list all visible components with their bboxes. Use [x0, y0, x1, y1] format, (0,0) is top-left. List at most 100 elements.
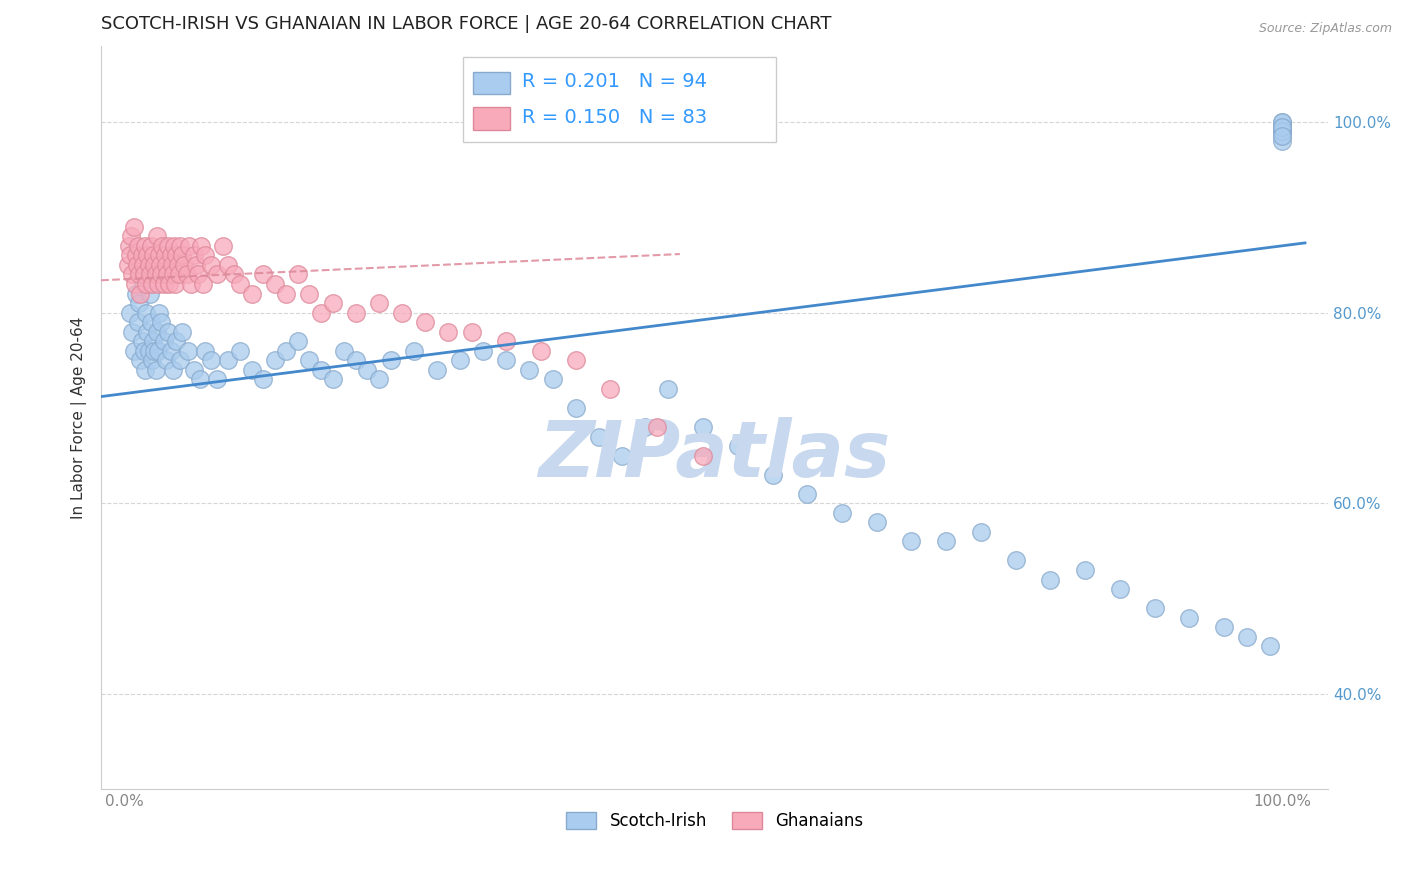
Point: [136, 325, 159, 339]
Point: [148, 305, 170, 319]
Point: [1213, 620, 1236, 634]
Point: [152, 239, 174, 253]
Point: [132, 258, 155, 272]
Point: [344, 353, 367, 368]
Point: [298, 353, 321, 368]
Point: [167, 268, 190, 282]
Point: [200, 258, 222, 272]
Point: [177, 239, 200, 253]
Point: [135, 277, 157, 291]
Point: [139, 239, 162, 253]
Point: [169, 353, 191, 368]
Point: [1039, 573, 1062, 587]
Point: [184, 258, 207, 272]
Point: [150, 315, 173, 329]
Point: [1271, 134, 1294, 148]
Point: [169, 239, 191, 253]
Point: [935, 534, 957, 549]
FancyBboxPatch shape: [472, 71, 510, 94]
Point: [413, 315, 436, 329]
Point: [519, 363, 541, 377]
Point: [121, 268, 143, 282]
Point: [1258, 639, 1281, 653]
Point: [159, 248, 181, 262]
Point: [190, 239, 212, 253]
Point: [117, 258, 139, 272]
Point: [162, 268, 184, 282]
Point: [1271, 115, 1294, 129]
Point: [588, 429, 610, 443]
Point: [157, 325, 180, 339]
Point: [143, 258, 166, 272]
Point: [149, 258, 172, 272]
Point: [298, 286, 321, 301]
Point: [163, 239, 186, 253]
Point: [541, 372, 564, 386]
Point: [761, 467, 783, 482]
Point: [142, 334, 165, 348]
Point: [156, 268, 179, 282]
Point: [252, 372, 274, 386]
Point: [173, 258, 195, 272]
Y-axis label: In Labor Force | Age 20-64: In Labor Force | Age 20-64: [72, 317, 87, 518]
Point: [1074, 563, 1097, 577]
Point: [1108, 582, 1130, 596]
Point: [866, 516, 889, 530]
Point: [634, 420, 657, 434]
Point: [155, 353, 177, 368]
Point: [796, 486, 818, 500]
Point: [276, 286, 298, 301]
Point: [120, 305, 142, 319]
Point: [165, 277, 187, 291]
Point: [1143, 601, 1166, 615]
Text: R = 0.150   N = 83: R = 0.150 N = 83: [522, 108, 707, 128]
Point: [141, 277, 163, 291]
Point: [194, 248, 217, 262]
Text: ZIPatlas: ZIPatlas: [538, 417, 891, 492]
Point: [831, 506, 853, 520]
Point: [145, 363, 167, 377]
Point: [141, 353, 163, 368]
Point: [229, 343, 252, 358]
Point: [368, 372, 391, 386]
Point: [287, 268, 309, 282]
Point: [183, 363, 205, 377]
Point: [252, 268, 274, 282]
Point: [495, 334, 517, 348]
Point: [309, 305, 332, 319]
Point: [139, 315, 162, 329]
Point: [287, 334, 309, 348]
Point: [224, 268, 246, 282]
Point: [152, 334, 174, 348]
Point: [1271, 120, 1294, 134]
Point: [727, 439, 749, 453]
Point: [122, 219, 145, 234]
Point: [138, 343, 160, 358]
Point: [1271, 120, 1294, 134]
Point: [145, 229, 167, 244]
Point: [599, 382, 621, 396]
Point: [333, 343, 356, 358]
Point: [127, 315, 149, 329]
Legend: Scotch-Irish, Ghanaians: Scotch-Irish, Ghanaians: [560, 805, 870, 837]
Point: [155, 258, 177, 272]
Point: [368, 296, 391, 310]
Point: [138, 258, 160, 272]
Point: [263, 353, 285, 368]
Point: [132, 268, 155, 282]
Point: [211, 239, 233, 253]
Point: [217, 258, 239, 272]
Text: SCOTCH-IRISH VS GHANAIAN IN LABOR FORCE | AGE 20-64 CORRELATION CHART: SCOTCH-IRISH VS GHANAIAN IN LABOR FORCE …: [101, 15, 831, 33]
Point: [134, 239, 156, 253]
Point: [153, 248, 176, 262]
Point: [127, 239, 149, 253]
Point: [139, 286, 162, 301]
Point: [150, 268, 173, 282]
FancyBboxPatch shape: [463, 57, 776, 143]
Point: [166, 258, 188, 272]
Point: [322, 372, 344, 386]
Point: [657, 382, 679, 396]
Point: [129, 353, 152, 368]
Point: [1271, 124, 1294, 138]
Point: [1236, 630, 1258, 644]
